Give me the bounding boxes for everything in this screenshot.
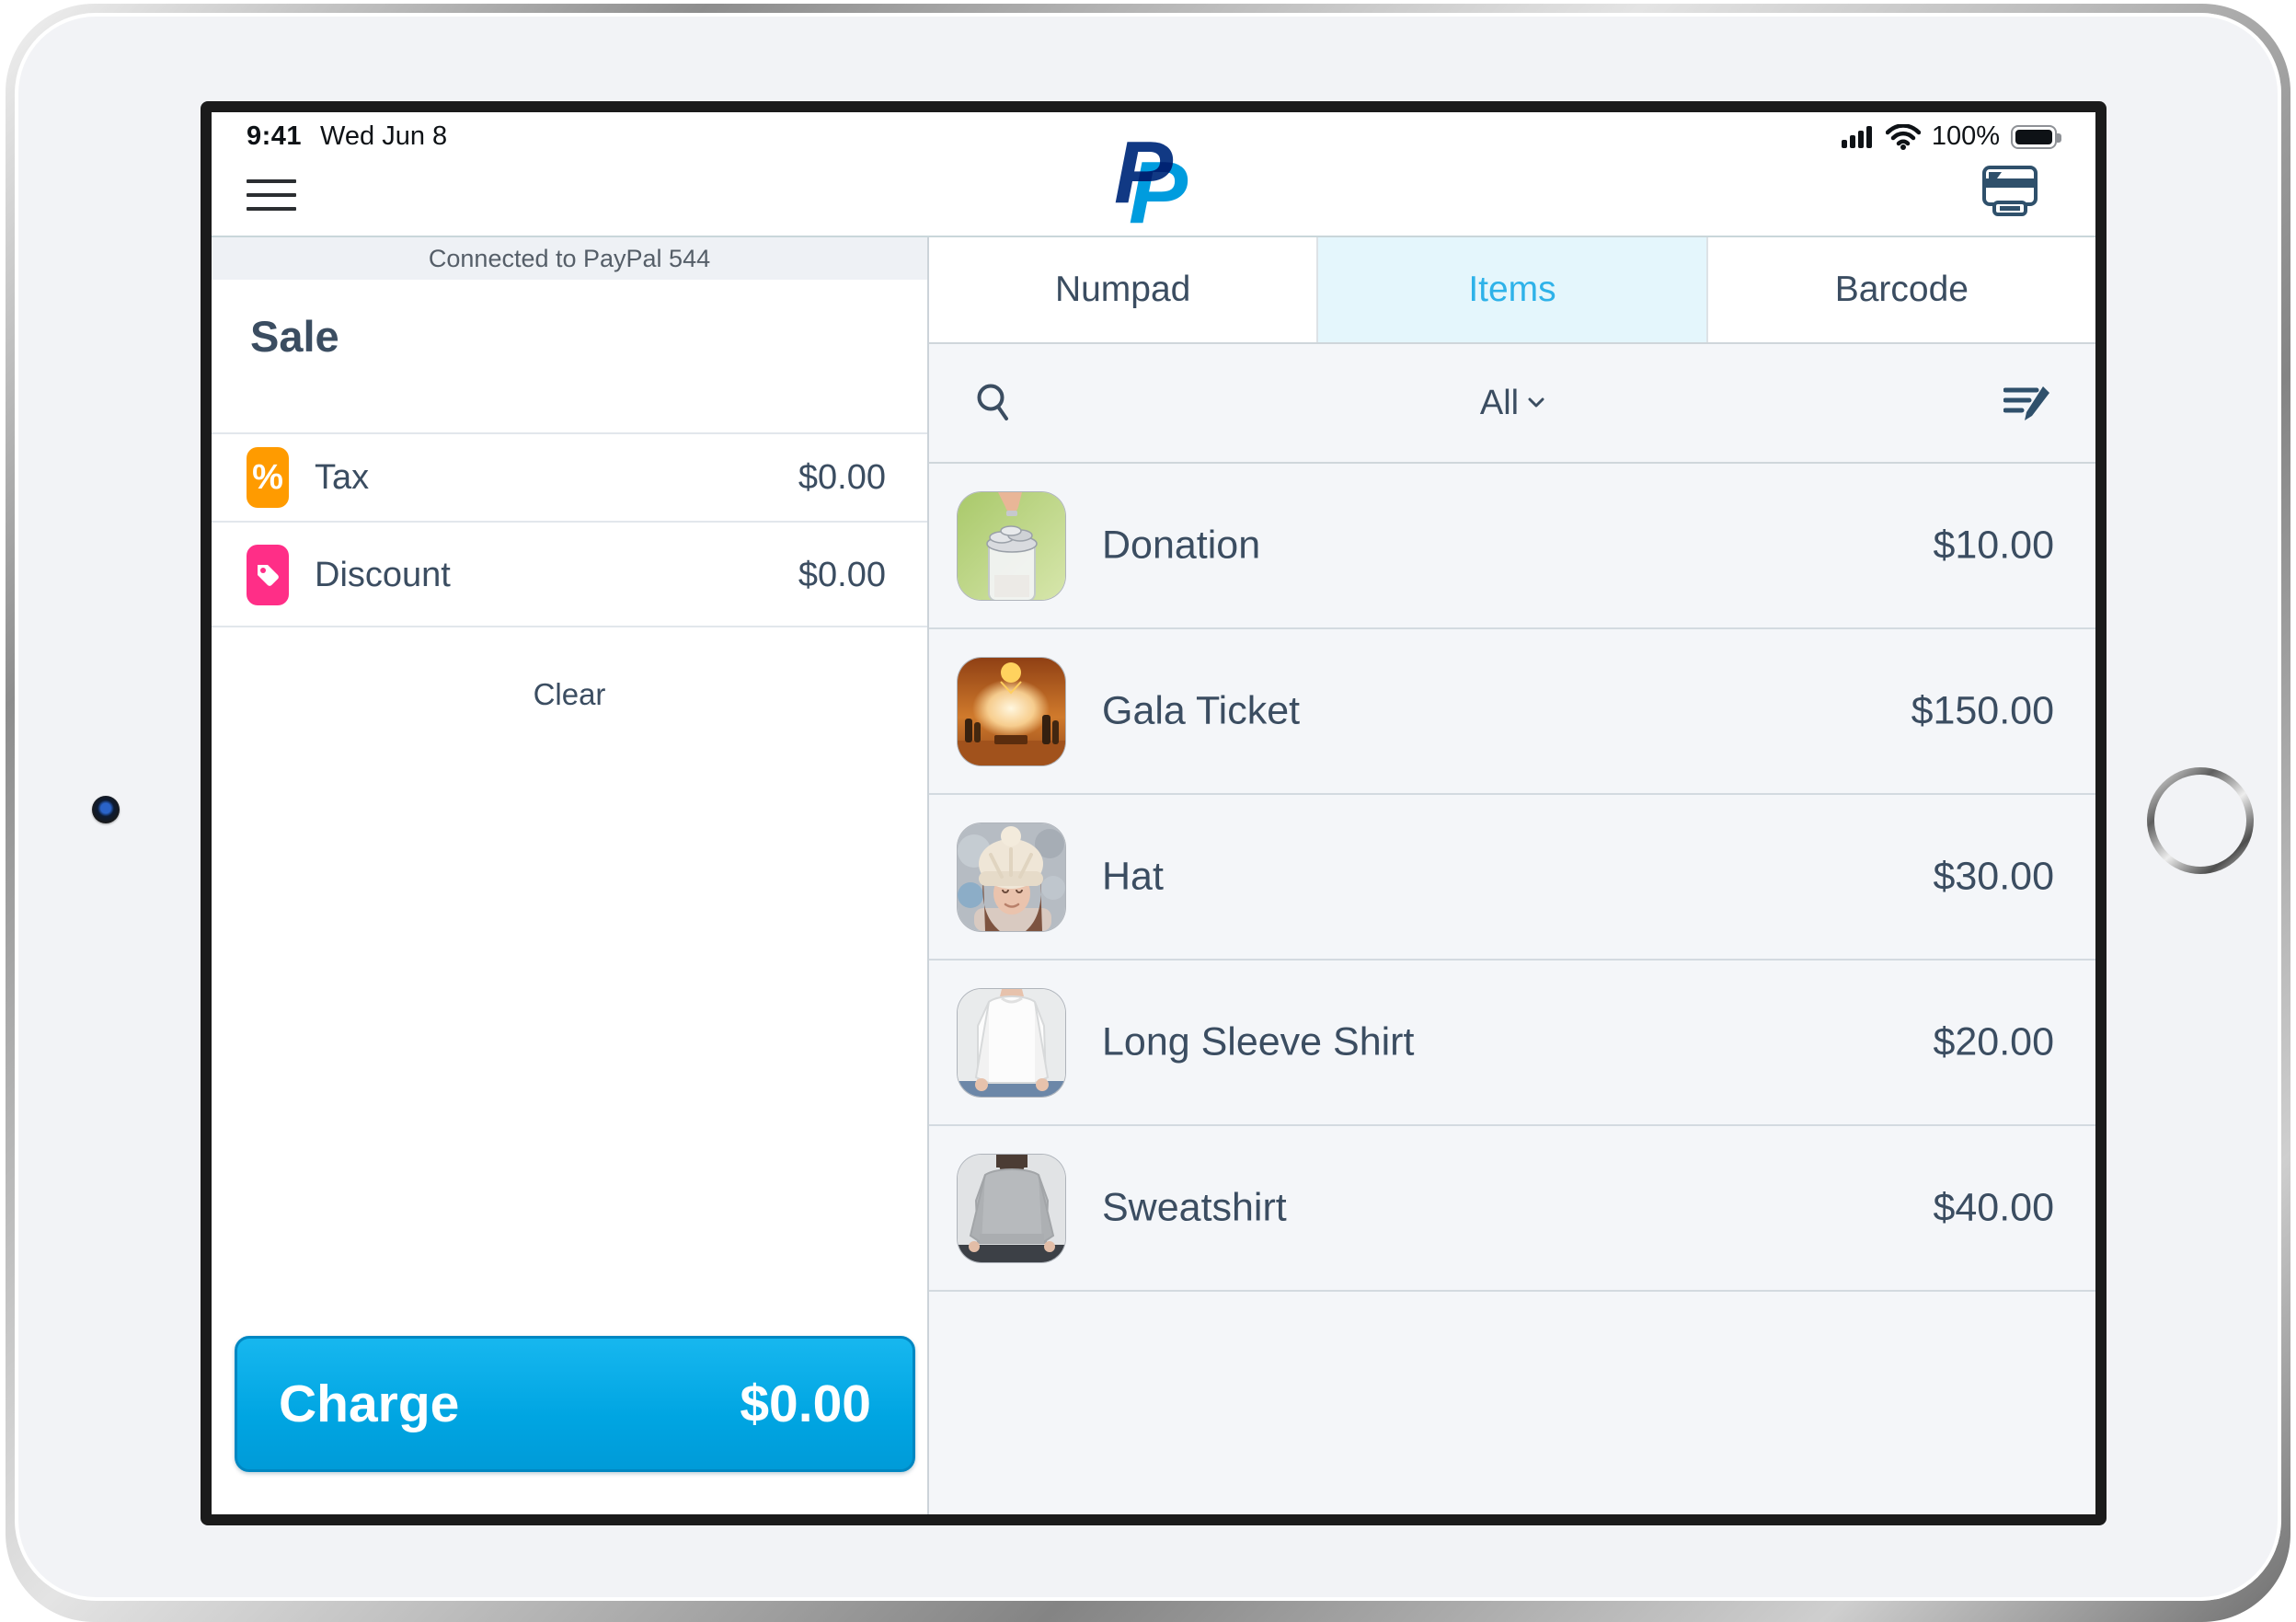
item-price: $20.00 [1933,1019,2054,1064]
edit-items-icon[interactable] [2003,383,2051,431]
card-reader-icon[interactable] [1976,166,2044,222]
item-name: Long Sleeve Shirt [1102,1019,1415,1064]
home-button-surface [2154,775,2246,867]
paypal-logo: P P [1112,123,1195,242]
charge-amount: $0.00 [740,1375,871,1433]
ipad-screen: 9:41 Wed Jun 8 100% [201,101,2107,1525]
svg-text:P: P [1114,125,1174,222]
wifi-icon [1885,123,1921,150]
category-filter-dropdown[interactable]: All [929,344,2095,462]
donation-jar-photo [958,492,1065,600]
charge-button[interactable]: Charge $0.00 [235,1336,915,1472]
item-price: $10.00 [1933,523,2054,568]
status-bar-right: 100% [1841,121,2061,152]
home-button[interactable] [2147,767,2254,874]
front-camera [92,796,120,823]
app-header: 9:41 Wed Jun 8 100% [212,112,2095,242]
item-list: Donation $10.00 [929,464,2095,1514]
item-price: $40.00 [1933,1185,2054,1230]
sweatshirt-photo [958,1155,1065,1262]
tax-value: $0.00 [798,457,886,497]
chevron-down-icon [1528,397,1544,408]
tag-icon [247,545,289,605]
app-main: Connected to PayPal 544 Sale % Tax $0.00… [212,237,2095,1514]
charge-label: Charge [279,1375,460,1433]
item-name: Donation [1102,523,1261,568]
tab-numpad[interactable]: Numpad [929,237,1317,342]
hat-photo [958,823,1065,931]
item-row-gala-ticket[interactable]: Gala Ticket $150.00 [929,629,2095,795]
app-window: 9:41 Wed Jun 8 100% [212,112,2095,1514]
tab-barcode[interactable]: Barcode [1705,237,2095,342]
item-row-long-sleeve-shirt[interactable]: Long Sleeve Shirt $20.00 [929,961,2095,1126]
status-bar-left: 9:41 Wed Jun 8 [247,121,447,152]
discount-row[interactable]: Discount $0.00 [212,524,927,627]
battery-percent: 100% [1931,121,2000,151]
item-row-hat[interactable]: Hat $30.00 [929,795,2095,961]
catalog-tabs: Numpad Items Barcode [929,237,2095,344]
item-name: Gala Ticket [1102,688,1301,733]
gala-ballroom-photo [958,658,1065,765]
long-sleeve-shirt-photo [958,989,1065,1097]
cart-panel: Connected to PayPal 544 Sale % Tax $0.00… [212,237,929,1514]
item-row-donation[interactable]: Donation $10.00 [929,464,2095,629]
catalog-panel: Numpad Items Barcode All [929,237,2095,1514]
sale-title: Sale [250,312,339,361]
percent-icon: % [247,447,289,508]
svg-text:P: P [1129,144,1188,226]
hamburger-menu-icon[interactable] [247,169,296,221]
item-row-sweatshirt[interactable]: Sweatshirt $40.00 [929,1126,2095,1292]
clock: 9:41 [247,121,303,151]
clear-button[interactable]: Clear [533,677,606,711]
tax-row[interactable]: % Tax $0.00 [212,432,927,523]
discount-label: Discount [315,555,451,594]
search-icon[interactable] [973,381,1016,430]
item-price: $30.00 [1933,854,2054,899]
tab-items[interactable]: Items [1316,237,1706,342]
catalog-toolbar: All [929,344,2095,464]
item-name: Hat [1102,854,1164,899]
date: Wed Jun 8 [320,121,448,151]
category-filter-value: All [1479,383,1520,422]
reader-connection-status: Connected to PayPal 544 [212,237,927,280]
discount-value: $0.00 [798,555,886,594]
battery-icon [2011,124,2061,149]
tax-label: Tax [315,457,370,497]
item-price: $150.00 [1911,688,2054,733]
cellular-signal-icon [1841,125,1872,148]
item-name: Sweatshirt [1102,1185,1287,1230]
